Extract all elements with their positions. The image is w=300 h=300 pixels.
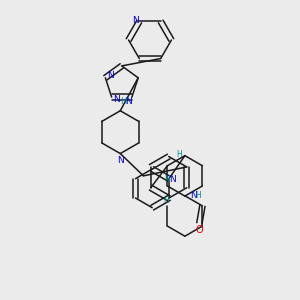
Text: H: H	[176, 150, 182, 159]
Text: N: N	[125, 97, 132, 106]
Text: N: N	[169, 175, 175, 184]
Text: O: O	[195, 225, 202, 235]
Text: H: H	[120, 97, 126, 106]
Text: N: N	[190, 191, 196, 200]
Text: N: N	[114, 95, 120, 104]
Text: H: H	[164, 175, 170, 184]
Text: H: H	[163, 196, 169, 205]
Text: N: N	[117, 156, 124, 165]
Text: N: N	[107, 71, 114, 80]
Text: N: N	[132, 16, 139, 25]
Text: H: H	[195, 191, 201, 200]
